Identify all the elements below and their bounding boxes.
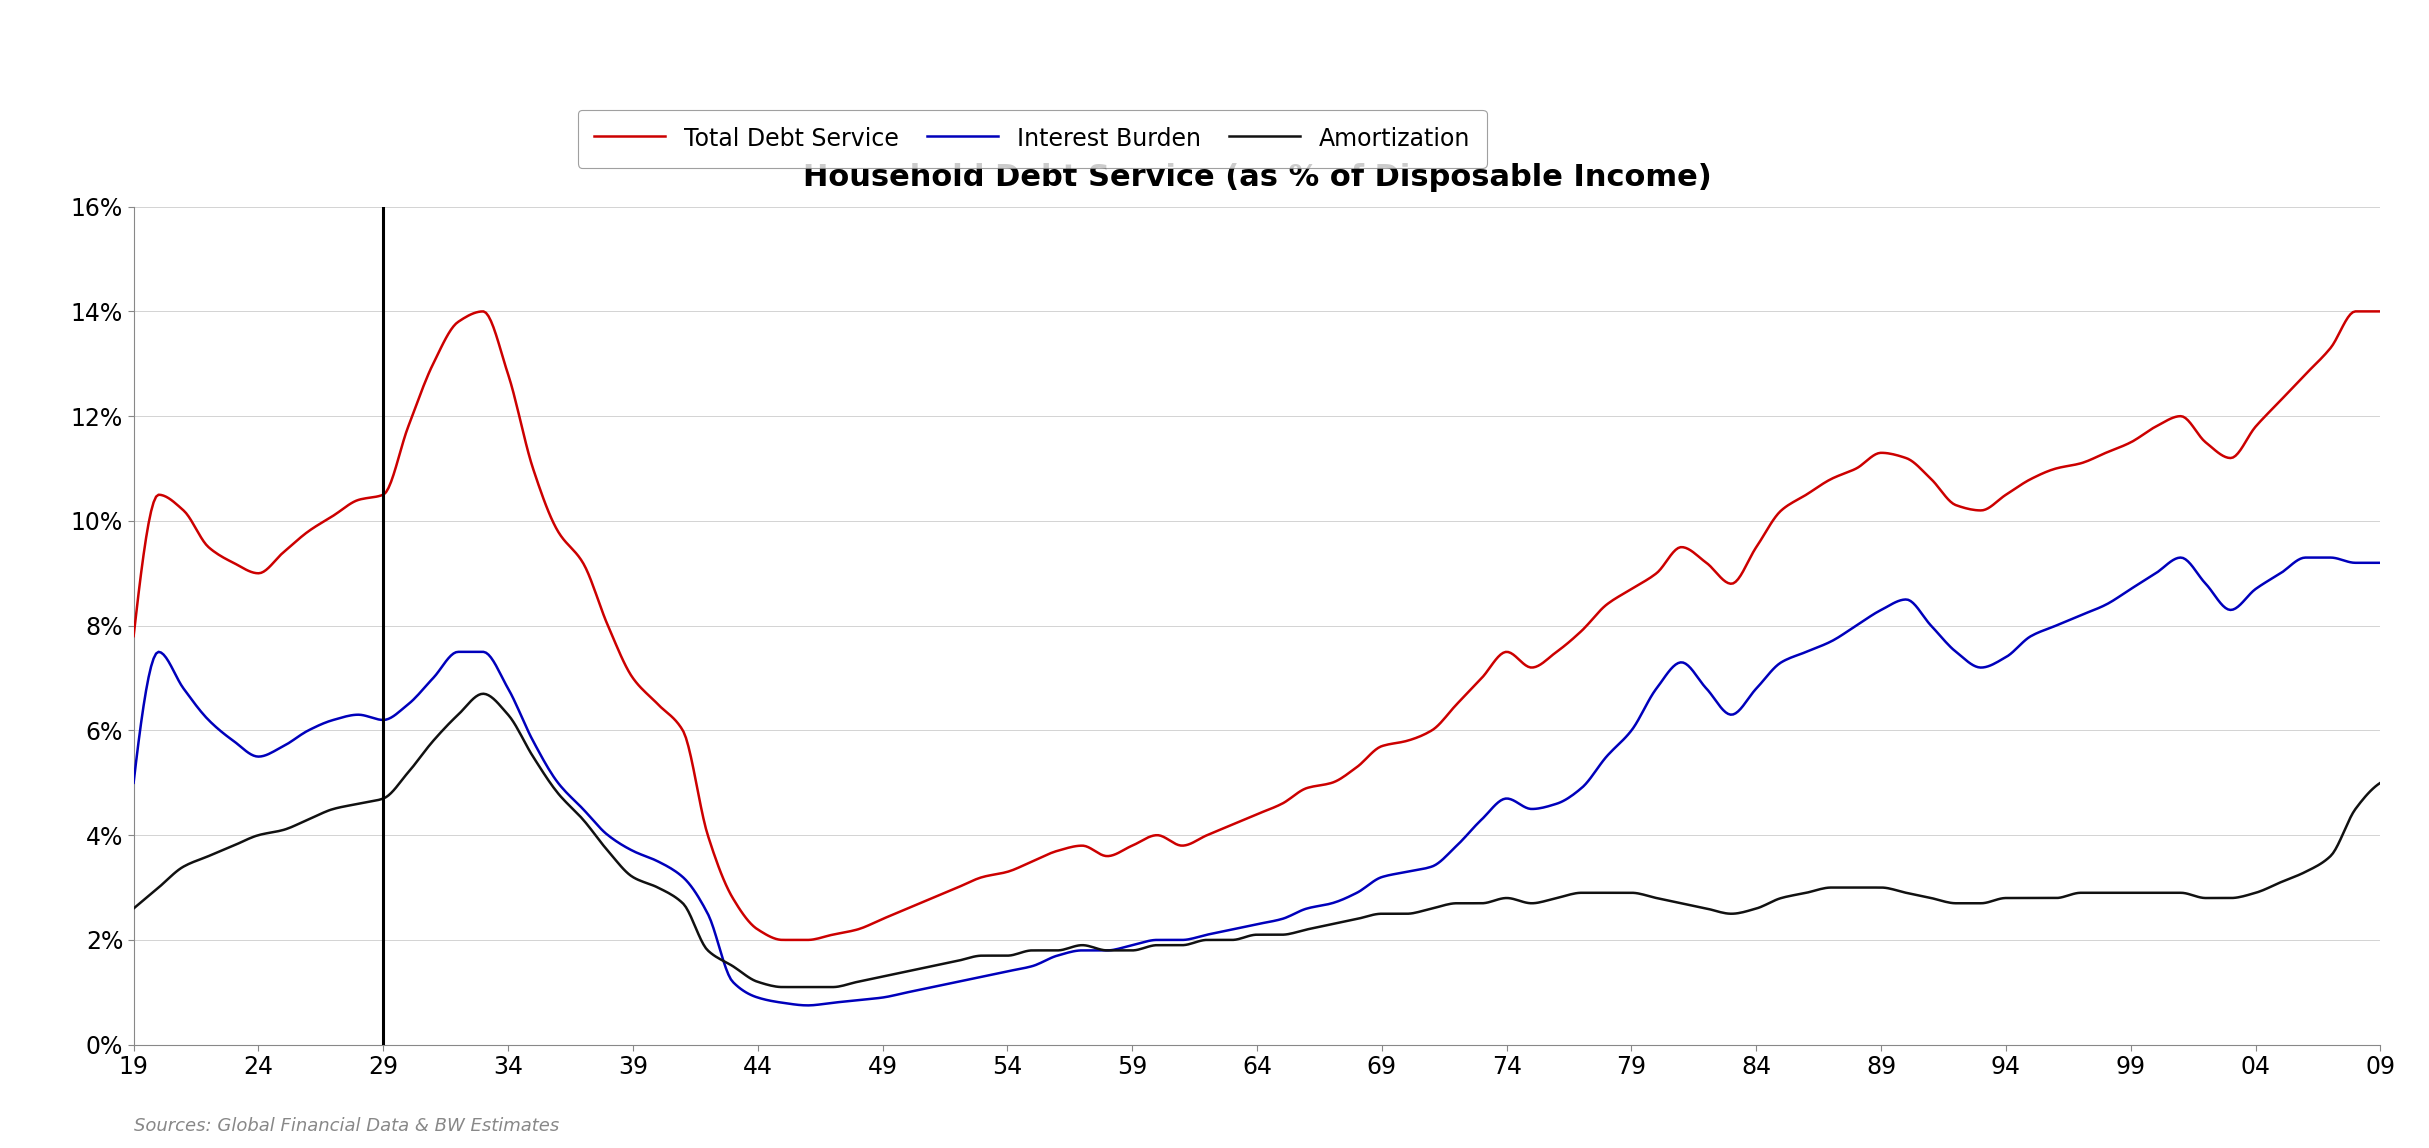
Amortization (2065, 886, 2094, 900)
Text: Sources: Global Financial Data & BW Estimates: Sources: Global Financial Data & BW Esti… (134, 1117, 559, 1134)
Total Debt Service (119, 629, 148, 643)
Amortization (1725, 906, 1754, 920)
Interest Burden (704, 938, 734, 952)
Interest Burden (2366, 556, 2395, 569)
Amortization (119, 901, 148, 915)
Title: Household Debt Service (as % of Disposable Income): Household Debt Service (as % of Disposab… (802, 163, 1712, 192)
Amortization (2366, 776, 2395, 790)
Amortization (364, 793, 393, 807)
Interest Burden (1081, 944, 1110, 957)
Amortization (1817, 881, 1846, 894)
Legend: Total Debt Service, Interest Burden, Amortization: Total Debt Service, Interest Burden, Amo… (578, 109, 1487, 168)
Total Debt Service (2060, 458, 2089, 472)
Total Debt Service (364, 489, 393, 503)
Interest Burden (364, 713, 393, 727)
Interest Burden (794, 999, 823, 1013)
Total Debt Service (1081, 845, 1110, 859)
Total Debt Service (2366, 304, 2395, 318)
Total Debt Service (704, 860, 734, 874)
Line: Interest Burden: Interest Burden (134, 558, 2380, 1006)
Amortization (469, 687, 498, 700)
Total Debt Service (2344, 304, 2373, 318)
Amortization (707, 953, 736, 967)
Interest Burden (1814, 636, 1844, 650)
Amortization (770, 980, 799, 994)
Interest Burden (2293, 551, 2322, 565)
Total Debt Service (1722, 575, 1751, 589)
Total Debt Service (1814, 474, 1844, 488)
Interest Burden (119, 776, 148, 790)
Amortization (1083, 943, 1112, 956)
Total Debt Service (770, 933, 799, 947)
Line: Amortization: Amortization (134, 693, 2380, 987)
Interest Burden (1722, 706, 1751, 720)
Interest Burden (2060, 611, 2089, 625)
Line: Total Debt Service: Total Debt Service (134, 311, 2380, 940)
